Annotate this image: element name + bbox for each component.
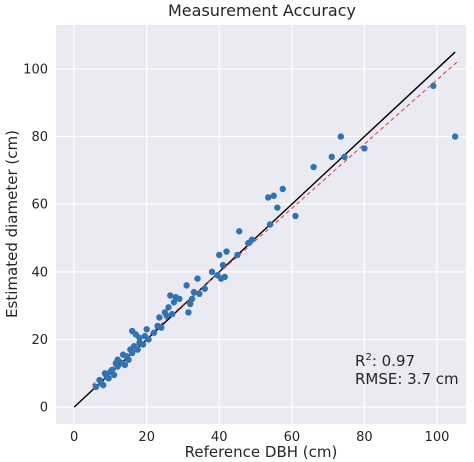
r-squared-annotation: R2: 0.97	[355, 352, 415, 370]
data-point	[361, 145, 368, 152]
data-point	[190, 288, 198, 296]
y-tick-label: 80	[31, 130, 48, 145]
x-tick-label: 60	[284, 430, 301, 445]
x-tick-label: 100	[425, 430, 450, 445]
data-point	[168, 310, 176, 318]
data-point	[156, 314, 163, 321]
data-point	[121, 361, 129, 369]
x-tick-label: 20	[138, 430, 155, 445]
r-squared-superscript: 2	[365, 352, 371, 363]
data-point	[188, 295, 196, 303]
x-axis-label: Reference DBH (cm)	[185, 443, 338, 461]
y-tick-label: 0	[40, 401, 48, 416]
data-point	[430, 82, 437, 90]
data-point	[143, 326, 150, 333]
x-tick-label: 0	[70, 430, 78, 445]
data-point	[234, 251, 241, 259]
data-point	[158, 324, 165, 331]
y-tick-label: 20	[31, 333, 48, 348]
data-point	[292, 212, 299, 220]
y-tick-label: 60	[31, 198, 48, 213]
data-point	[187, 300, 194, 308]
data-point	[145, 336, 152, 343]
data-point	[136, 334, 143, 341]
data-point	[134, 346, 141, 353]
r-squared-value: : 0.97	[372, 352, 415, 370]
data-point	[163, 312, 170, 319]
data-point	[105, 375, 112, 382]
data-point	[337, 133, 345, 140]
rmse-annotation: RMSE: 3.7 cm	[355, 370, 459, 388]
regression-line	[91, 60, 460, 386]
x-tick-label: 40	[211, 430, 228, 445]
y-axis-ticks: 0 20 40 60 80 100	[23, 62, 48, 415]
y-tick-label: 100	[23, 62, 48, 77]
data-point	[167, 292, 174, 299]
data-point	[236, 228, 243, 235]
data-points	[92, 82, 459, 391]
data-point	[279, 185, 286, 193]
data-point	[265, 194, 272, 201]
data-point	[109, 366, 116, 374]
data-point	[341, 153, 348, 161]
data-point	[110, 371, 118, 379]
data-point	[99, 381, 107, 389]
data-point	[92, 383, 100, 391]
chart-title: Measurement Accuracy	[168, 1, 356, 20]
data-point	[139, 341, 147, 348]
r-squared-symbol: R	[355, 352, 365, 370]
data-point	[221, 273, 228, 281]
data-point	[150, 329, 158, 336]
data-point	[248, 236, 256, 243]
x-axis-ticks: 0 20 40 60 80 100	[70, 430, 449, 445]
data-point	[216, 251, 223, 259]
data-point	[270, 192, 277, 199]
x-tick-label: 80	[356, 430, 373, 445]
data-point	[274, 204, 281, 211]
data-point	[223, 248, 230, 255]
data-point	[266, 221, 274, 228]
y-tick-label: 40	[31, 265, 48, 280]
y-axis-label: Estimated diameter (cm)	[3, 130, 21, 318]
grid-lines	[56, 25, 466, 424]
data-point	[310, 163, 317, 171]
data-point	[170, 299, 178, 306]
data-point	[125, 356, 132, 363]
data-point	[165, 304, 172, 311]
data-point	[128, 349, 136, 357]
data-point	[185, 309, 192, 316]
data-point	[201, 285, 208, 292]
data-point	[328, 153, 335, 161]
data-point	[208, 268, 216, 276]
data-point	[219, 261, 227, 269]
data-point	[176, 295, 183, 303]
data-point	[194, 275, 201, 282]
data-point	[196, 290, 203, 298]
data-point	[451, 133, 459, 140]
data-point	[183, 282, 190, 289]
